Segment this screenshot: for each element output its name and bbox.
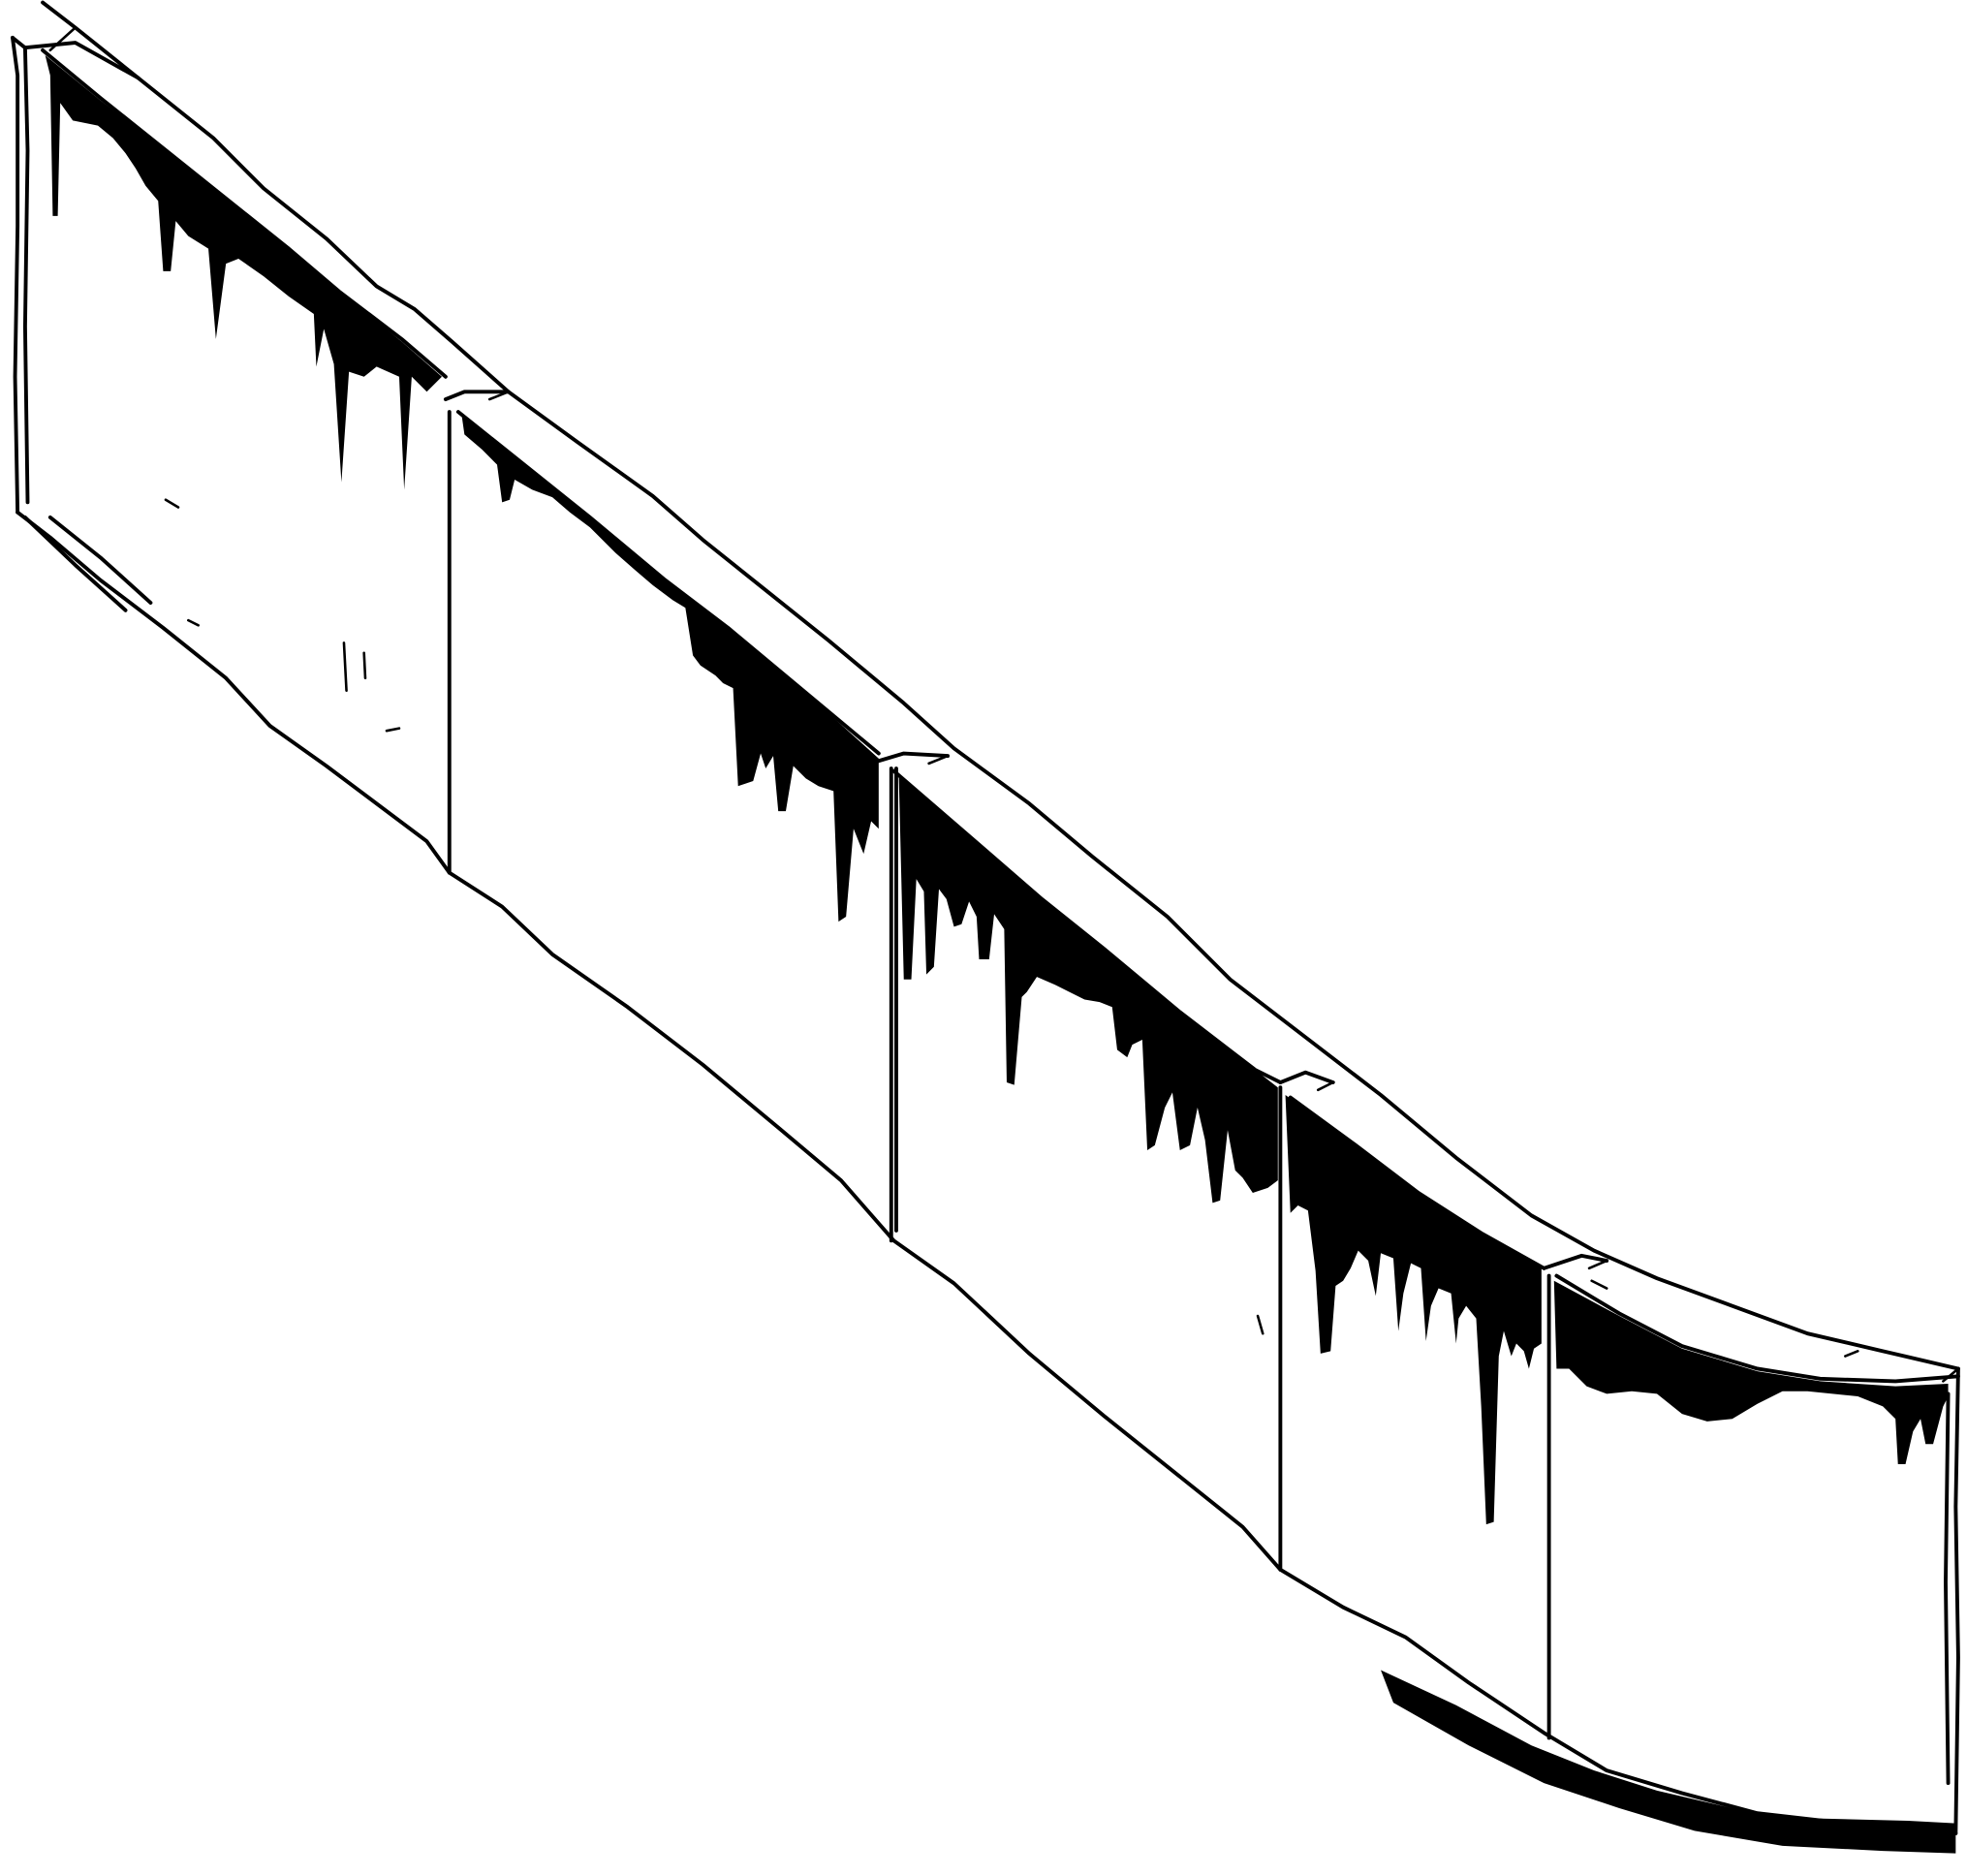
drip-band-5 [1553, 1280, 1949, 1464]
wall-base-line [16, 510, 1958, 1835]
drip-band-3 [898, 773, 1278, 1204]
drip-band-2 [461, 417, 879, 922]
drip-band-4 [1285, 1094, 1542, 1525]
cap-detail-lines [48, 26, 1960, 1383]
drip-shadows [45, 55, 1949, 1525]
surface-marks [164, 498, 1859, 1358]
base-shadow [1381, 1670, 1956, 1854]
drip-band-1 [45, 55, 443, 490]
segment-joints [447, 410, 1551, 1740]
